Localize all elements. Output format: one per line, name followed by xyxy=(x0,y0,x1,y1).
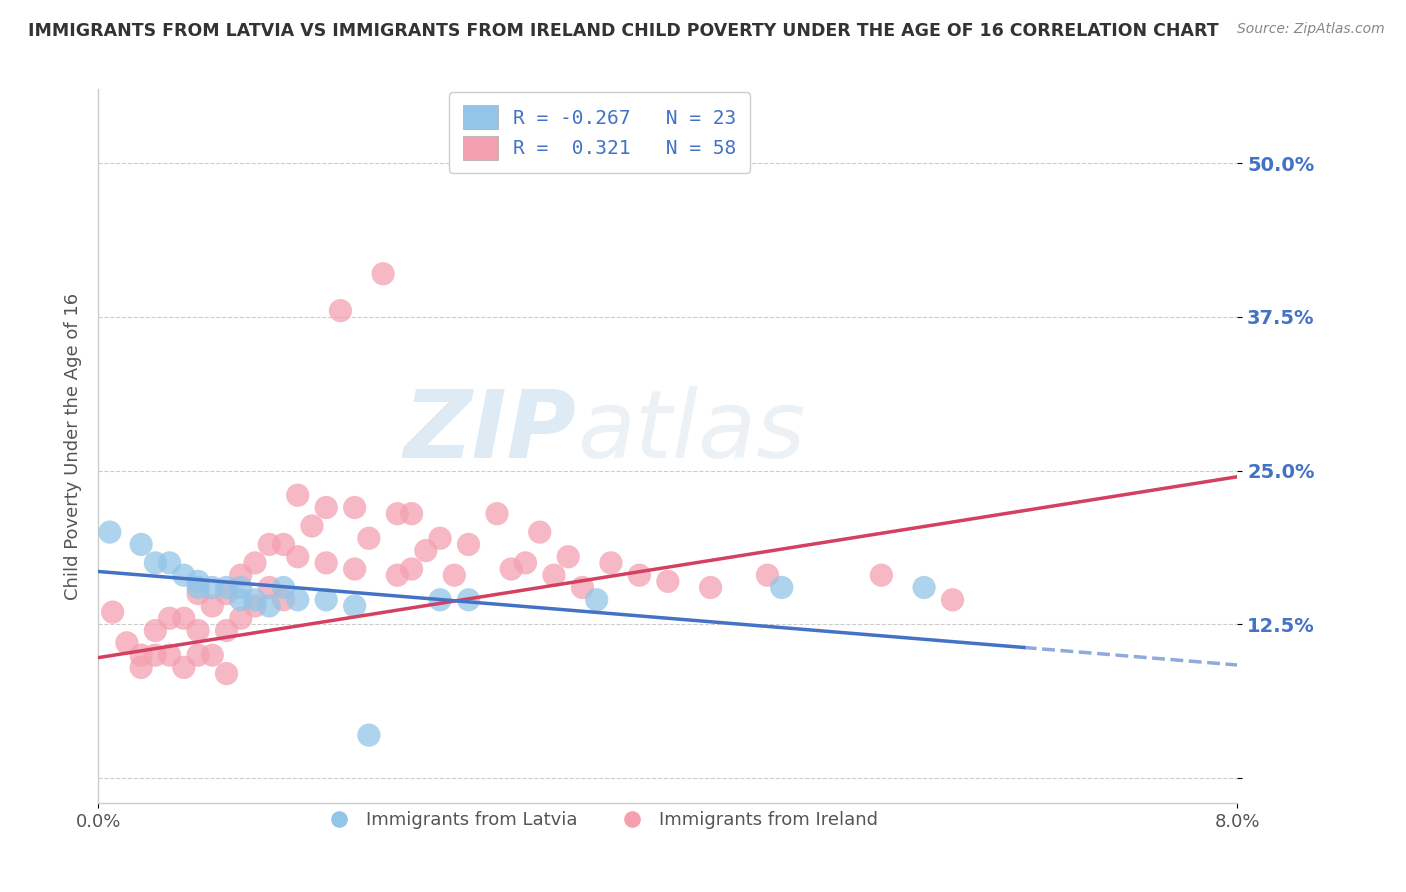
Point xyxy=(429,531,451,545)
Point xyxy=(387,507,409,521)
Point xyxy=(628,568,651,582)
Point xyxy=(173,611,195,625)
Point xyxy=(101,605,124,619)
Point xyxy=(273,581,295,595)
Point xyxy=(215,581,238,595)
Point xyxy=(329,303,352,318)
Point xyxy=(129,660,152,674)
Point xyxy=(159,556,181,570)
Point xyxy=(457,592,479,607)
Point xyxy=(942,592,965,607)
Point xyxy=(215,624,238,638)
Point xyxy=(187,648,209,662)
Point xyxy=(343,500,366,515)
Point xyxy=(486,507,509,521)
Point xyxy=(98,525,121,540)
Point xyxy=(756,568,779,582)
Point xyxy=(657,574,679,589)
Point xyxy=(343,562,366,576)
Point xyxy=(571,581,593,595)
Point xyxy=(357,531,380,545)
Point xyxy=(229,592,252,607)
Point xyxy=(187,624,209,638)
Point xyxy=(501,562,523,576)
Point xyxy=(129,648,152,662)
Point xyxy=(585,592,607,607)
Point xyxy=(229,581,252,595)
Point xyxy=(515,556,537,570)
Point xyxy=(343,599,366,613)
Point xyxy=(543,568,565,582)
Point xyxy=(187,574,209,589)
Text: atlas: atlas xyxy=(576,386,806,477)
Point xyxy=(173,568,195,582)
Point xyxy=(870,568,893,582)
Point xyxy=(600,556,623,570)
Point xyxy=(357,728,380,742)
Point xyxy=(315,592,337,607)
Point xyxy=(187,581,209,595)
Point xyxy=(259,537,281,551)
Point xyxy=(229,568,252,582)
Point xyxy=(557,549,579,564)
Point xyxy=(529,525,551,540)
Point xyxy=(115,636,138,650)
Point xyxy=(145,624,167,638)
Point xyxy=(201,648,224,662)
Point xyxy=(315,556,337,570)
Point xyxy=(457,537,479,551)
Point xyxy=(287,549,309,564)
Point xyxy=(273,537,295,551)
Point xyxy=(215,666,238,681)
Point xyxy=(415,543,437,558)
Point xyxy=(699,581,721,595)
Point xyxy=(301,519,323,533)
Point xyxy=(443,568,465,582)
Point xyxy=(243,592,266,607)
Point xyxy=(259,581,281,595)
Point xyxy=(243,556,266,570)
Legend: Immigrants from Latvia, Immigrants from Ireland: Immigrants from Latvia, Immigrants from … xyxy=(314,805,886,837)
Point xyxy=(259,599,281,613)
Point xyxy=(159,611,181,625)
Point xyxy=(229,611,252,625)
Point xyxy=(187,587,209,601)
Text: IMMIGRANTS FROM LATVIA VS IMMIGRANTS FROM IRELAND CHILD POVERTY UNDER THE AGE OF: IMMIGRANTS FROM LATVIA VS IMMIGRANTS FRO… xyxy=(28,22,1219,40)
Point xyxy=(145,648,167,662)
Point xyxy=(287,592,309,607)
Point xyxy=(429,592,451,607)
Point xyxy=(201,599,224,613)
Point xyxy=(273,592,295,607)
Point xyxy=(315,500,337,515)
Point xyxy=(129,537,152,551)
Point xyxy=(173,660,195,674)
Point xyxy=(287,488,309,502)
Point xyxy=(243,599,266,613)
Point xyxy=(387,568,409,582)
Point xyxy=(770,581,793,595)
Point xyxy=(201,581,224,595)
Text: Source: ZipAtlas.com: Source: ZipAtlas.com xyxy=(1237,22,1385,37)
Point xyxy=(371,267,394,281)
Point xyxy=(159,648,181,662)
Point xyxy=(215,587,238,601)
Point xyxy=(912,581,935,595)
Point xyxy=(401,507,423,521)
Y-axis label: Child Poverty Under the Age of 16: Child Poverty Under the Age of 16 xyxy=(63,293,82,599)
Point xyxy=(401,562,423,576)
Point xyxy=(145,556,167,570)
Text: ZIP: ZIP xyxy=(404,385,576,478)
